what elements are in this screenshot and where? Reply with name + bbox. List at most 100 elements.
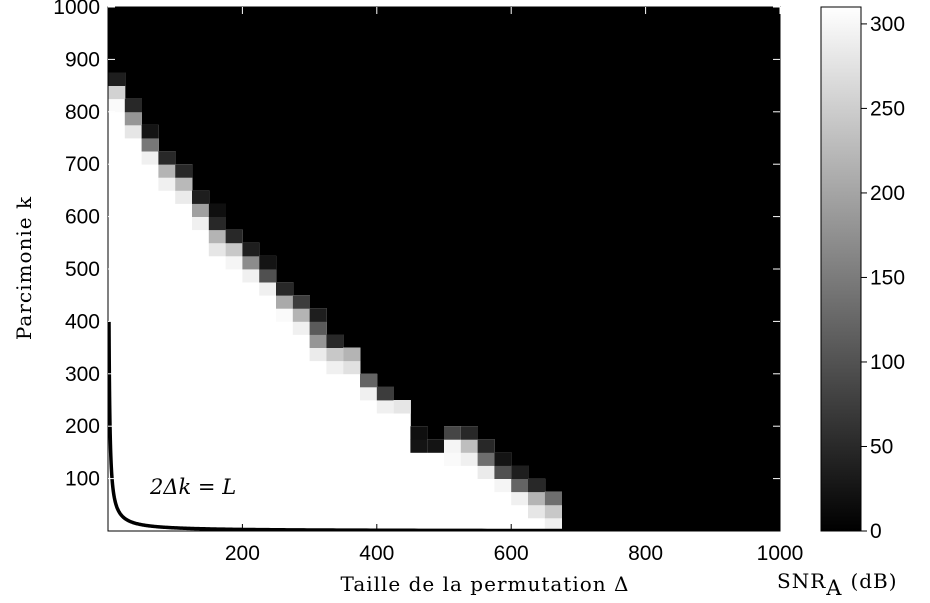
- heatmap-cell: [158, 151, 176, 165]
- heatmap-cell: [259, 282, 277, 296]
- colorbar-label-unit: (dB): [850, 569, 897, 593]
- y-tick-label: 700: [65, 153, 100, 176]
- heatmap-cell: [393, 400, 411, 531]
- heatmap-cell: [158, 164, 176, 178]
- y-tick-label: 800: [65, 101, 100, 124]
- heatmap-cell: [292, 308, 310, 322]
- colorbar-tick-label: 0: [870, 520, 882, 543]
- heatmap-cell: [259, 255, 277, 270]
- heatmap-cell: [158, 151, 176, 531]
- heatmap-cell: [444, 439, 462, 453]
- heatmap-cell: [477, 452, 495, 466]
- heatmap-cell: [343, 347, 361, 362]
- colorbar: [820, 6, 862, 532]
- heatmap-cell: [326, 347, 344, 362]
- heatmap-cell: [225, 229, 243, 244]
- heatmap-cell: [124, 111, 142, 126]
- heatmap-cell: [427, 439, 445, 531]
- x-tick-label: 200: [225, 542, 260, 565]
- colorbar-label-subscript: A: [825, 576, 842, 600]
- heatmap-cell: [494, 465, 512, 479]
- colorbar-label: SNRA (dB): [777, 569, 898, 600]
- heatmap-cell: [292, 321, 310, 335]
- heatmap-cell: [460, 439, 478, 453]
- y-tick-label: 600: [65, 206, 100, 229]
- heatmap-cell: [192, 190, 210, 531]
- heatmap-cell: [225, 229, 243, 531]
- heatmap-cell: [108, 72, 126, 86]
- heatmap-cell: [360, 373, 378, 531]
- heatmap-cell: [208, 242, 226, 257]
- heatmap-cell: [292, 295, 310, 309]
- heatmap-cell: [360, 373, 378, 388]
- heatmap-cell: [309, 308, 327, 322]
- heatmap-cell: [410, 426, 428, 440]
- heatmap-cell: [544, 491, 562, 506]
- heatmap-cell: [242, 242, 260, 531]
- heatmap-cell: [292, 295, 310, 531]
- heatmap-cell: [208, 203, 226, 531]
- heatmap-cell: [544, 517, 562, 531]
- heatmap-cell: [460, 426, 478, 440]
- heatmap-cell: [175, 177, 193, 191]
- heatmap-cell: [225, 242, 243, 257]
- heatmap-cell: [343, 360, 361, 375]
- heatmap-cell: [309, 321, 327, 335]
- heatmap-cell: [141, 151, 159, 165]
- heatmap-cell: [544, 504, 562, 519]
- heatmap-cell: [175, 164, 193, 178]
- heatmap-cell: [326, 360, 344, 375]
- heatmap-cell: [108, 72, 126, 531]
- heatmap-cell: [376, 386, 394, 531]
- y-tick-label: 500: [65, 258, 100, 281]
- heatmap-cell: [276, 282, 294, 531]
- heatmap-cell: [259, 269, 277, 283]
- heatmap-cell: [528, 478, 546, 493]
- x-tick-label: 400: [359, 542, 394, 565]
- heatmap-cell: [175, 190, 193, 204]
- heatmap-cell: [124, 98, 142, 113]
- heatmap-cell: [208, 216, 226, 231]
- heatmap-cell: [225, 255, 243, 270]
- heatmap-cell: [511, 491, 529, 506]
- colorbar-axis: 0 50 100 150 200 250 300: [861, 13, 905, 543]
- y-tick-label: 200: [65, 415, 100, 438]
- heatmap-cell: [141, 138, 159, 152]
- heatmap-cell: [192, 216, 210, 231]
- heatmap-cell: [444, 452, 462, 466]
- x-tick-label: 800: [628, 542, 663, 565]
- heatmap-cell: [192, 190, 210, 204]
- y-tick-label: 900: [65, 48, 100, 71]
- heatmap-cell: [511, 478, 529, 493]
- heatmap-cell: [326, 334, 344, 348]
- x-axis: 200 400 600 800 1000: [225, 7, 803, 565]
- colorbar-tick-label: 50: [870, 435, 893, 458]
- heatmap-cell: [259, 255, 277, 531]
- heatmap-cells: [108, 7, 780, 531]
- heatmap-cell: [276, 295, 294, 309]
- heatmap-cell: [276, 282, 294, 296]
- threshold-curve: [108, 321, 579, 531]
- y-axis: 100 200 300 400 500 600 700 800 900 1000: [53, 0, 780, 491]
- colorbar-tick-label: 200: [870, 182, 905, 205]
- heatmap-cell: [410, 439, 428, 453]
- heatmap-cell: [511, 465, 529, 479]
- heatmap-cell: [242, 242, 260, 257]
- heatmap-cell: [494, 452, 512, 466]
- x-axis-label: Taille de la permutation Δ: [341, 572, 630, 596]
- heatmap-cell: [192, 203, 210, 217]
- colorbar-tick-label: 300: [870, 13, 905, 36]
- colorbar-tick-label: 150: [870, 266, 905, 289]
- heatmap-cell: [477, 465, 495, 479]
- heatmap-cell: [108, 98, 126, 113]
- heatmap-cell: [444, 426, 462, 440]
- colorbar-label-main: SNR: [777, 569, 826, 593]
- heatmap-cell: [309, 308, 327, 531]
- y-tick-label: 400: [65, 310, 100, 333]
- y-tick-label: 100: [65, 468, 100, 491]
- heatmap-cell: [208, 229, 226, 244]
- x-tick-label: 600: [494, 542, 529, 565]
- heatmap-cell: [477, 439, 495, 453]
- heatmap-cell: [343, 347, 361, 531]
